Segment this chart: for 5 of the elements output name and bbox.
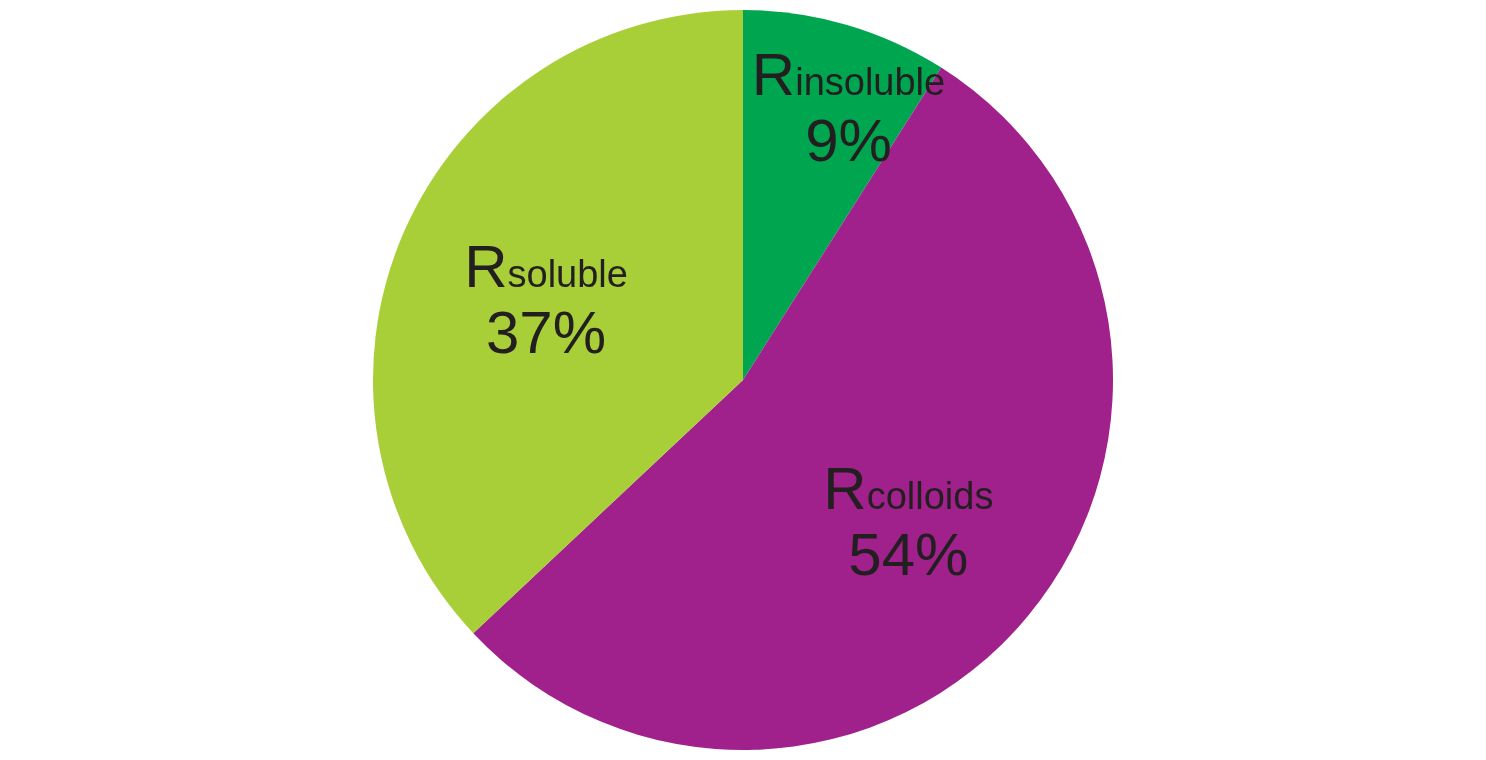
data-label: 9% bbox=[805, 106, 892, 174]
slice-label: Rcolloids bbox=[823, 454, 994, 522]
data-label: 54% bbox=[848, 520, 969, 588]
slice-label: Rsoluble bbox=[464, 232, 628, 300]
data-label: 37% bbox=[486, 298, 607, 366]
